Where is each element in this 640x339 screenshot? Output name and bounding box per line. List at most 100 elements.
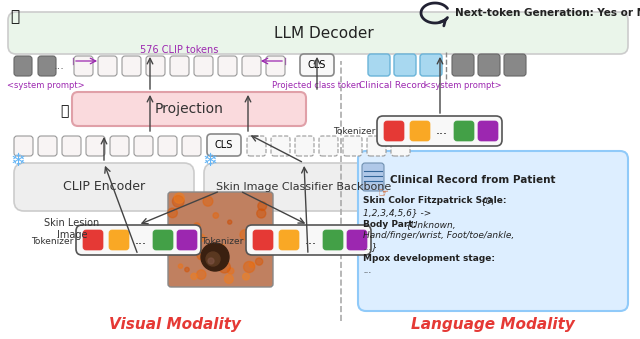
FancyBboxPatch shape: [295, 136, 314, 156]
Text: Tokenizer: Tokenizer: [200, 237, 243, 245]
FancyBboxPatch shape: [271, 136, 290, 156]
Circle shape: [206, 252, 220, 266]
Circle shape: [193, 223, 200, 229]
Text: CLIP Encoder: CLIP Encoder: [63, 180, 145, 194]
Text: CLS: CLS: [308, 60, 326, 70]
Text: Clinical Record from Patient: Clinical Record from Patient: [390, 175, 556, 185]
Circle shape: [196, 234, 202, 239]
Circle shape: [172, 225, 179, 232]
Circle shape: [255, 240, 260, 245]
Circle shape: [219, 261, 230, 273]
FancyBboxPatch shape: [14, 56, 32, 76]
Text: 576 CLIP tokens: 576 CLIP tokens: [140, 45, 218, 55]
Text: Skin Image Classifier Backbone: Skin Image Classifier Backbone: [216, 182, 392, 192]
Text: {Unknown,: {Unknown,: [406, 220, 456, 229]
FancyBboxPatch shape: [74, 56, 93, 76]
FancyBboxPatch shape: [83, 230, 103, 250]
FancyBboxPatch shape: [204, 163, 404, 211]
FancyBboxPatch shape: [242, 56, 261, 76]
Circle shape: [252, 226, 258, 233]
FancyBboxPatch shape: [182, 136, 201, 156]
FancyBboxPatch shape: [394, 54, 416, 76]
FancyBboxPatch shape: [246, 225, 371, 255]
FancyBboxPatch shape: [504, 54, 526, 76]
Text: ...: ...: [436, 124, 448, 138]
FancyBboxPatch shape: [86, 136, 105, 156]
Circle shape: [185, 267, 189, 272]
Circle shape: [179, 264, 182, 268]
Text: 🔥: 🔥: [60, 104, 68, 118]
FancyBboxPatch shape: [362, 163, 384, 191]
FancyBboxPatch shape: [109, 230, 129, 250]
Text: CLS: CLS: [215, 140, 233, 150]
Circle shape: [203, 196, 213, 206]
FancyBboxPatch shape: [347, 230, 367, 250]
FancyBboxPatch shape: [8, 12, 628, 54]
Circle shape: [174, 193, 184, 203]
Text: Language Modality: Language Modality: [411, 318, 575, 333]
Circle shape: [182, 238, 186, 242]
Circle shape: [258, 202, 267, 211]
FancyBboxPatch shape: [168, 192, 273, 287]
Text: Hand/finger/wrist, Foot/toe/ankle,: Hand/finger/wrist, Foot/toe/ankle,: [363, 231, 515, 240]
FancyBboxPatch shape: [170, 56, 189, 76]
FancyBboxPatch shape: [478, 121, 498, 141]
FancyBboxPatch shape: [319, 136, 338, 156]
Text: Body Part:: Body Part:: [363, 220, 419, 229]
Circle shape: [213, 213, 219, 218]
Text: ...: ...: [305, 234, 317, 246]
Text: <system prompt>: <system prompt>: [7, 81, 85, 90]
Text: 🔥: 🔥: [10, 9, 19, 24]
Circle shape: [255, 258, 263, 265]
FancyBboxPatch shape: [38, 136, 57, 156]
FancyBboxPatch shape: [358, 151, 628, 311]
Text: Skin Color Fitzpatrick Scale:: Skin Color Fitzpatrick Scale:: [363, 196, 509, 205]
Text: ❄: ❄: [202, 152, 217, 170]
Circle shape: [196, 270, 206, 279]
Text: Skin Lesion
Image: Skin Lesion Image: [44, 218, 100, 240]
FancyBboxPatch shape: [420, 54, 442, 76]
FancyBboxPatch shape: [207, 134, 241, 156]
FancyBboxPatch shape: [110, 136, 129, 156]
Circle shape: [225, 275, 234, 283]
Circle shape: [172, 196, 184, 207]
Text: ❄: ❄: [10, 152, 25, 170]
FancyBboxPatch shape: [247, 136, 266, 156]
FancyBboxPatch shape: [367, 136, 386, 156]
FancyBboxPatch shape: [62, 136, 81, 156]
FancyBboxPatch shape: [122, 56, 141, 76]
FancyBboxPatch shape: [368, 54, 390, 76]
FancyBboxPatch shape: [253, 230, 273, 250]
Text: Clinical Record: Clinical Record: [360, 81, 427, 90]
FancyBboxPatch shape: [300, 54, 334, 76]
Circle shape: [240, 230, 250, 240]
Circle shape: [168, 208, 177, 218]
Text: <system prompt>: <system prompt>: [424, 81, 502, 90]
Circle shape: [243, 273, 250, 280]
Circle shape: [197, 250, 207, 260]
FancyBboxPatch shape: [454, 121, 474, 141]
Circle shape: [228, 268, 234, 274]
FancyBboxPatch shape: [343, 136, 362, 156]
Text: {0,: {0,: [481, 196, 495, 205]
FancyBboxPatch shape: [153, 230, 173, 250]
FancyBboxPatch shape: [194, 56, 213, 76]
FancyBboxPatch shape: [158, 136, 177, 156]
Text: Next-token Generation: Yes or No: Next-token Generation: Yes or No: [455, 8, 640, 18]
FancyBboxPatch shape: [323, 230, 343, 250]
FancyBboxPatch shape: [177, 230, 197, 250]
FancyBboxPatch shape: [452, 54, 474, 76]
Text: ...}: ...}: [363, 242, 378, 251]
FancyBboxPatch shape: [146, 56, 165, 76]
FancyBboxPatch shape: [76, 225, 201, 255]
Text: ☞: ☞: [378, 187, 389, 200]
Text: Projection: Projection: [155, 102, 223, 116]
Circle shape: [201, 243, 229, 271]
FancyBboxPatch shape: [38, 56, 56, 76]
FancyBboxPatch shape: [218, 56, 237, 76]
Circle shape: [208, 258, 214, 264]
Circle shape: [257, 209, 266, 218]
FancyBboxPatch shape: [98, 56, 117, 76]
Text: Visual Modality: Visual Modality: [109, 318, 241, 333]
FancyBboxPatch shape: [377, 116, 502, 146]
